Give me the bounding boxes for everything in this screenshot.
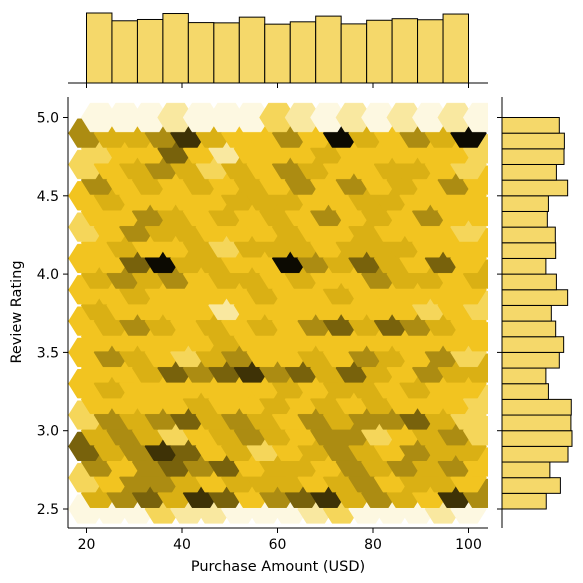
top-hist-bar [86,12,113,84]
right-hist-bar [501,430,573,447]
x-tick-label: 20 [78,537,96,553]
hex-bin [462,102,488,133]
right-hist-bar [501,367,547,385]
right-hist-bar [501,226,556,244]
right-hist-bar [501,117,560,134]
top-hist-bar [162,13,189,84]
top-hist-bar [187,22,215,84]
x-tick-label: 100 [455,537,482,553]
x-tick-label: 80 [364,537,382,553]
y-tick-label: 2.5 [37,502,59,518]
right-hist-bar [501,163,557,181]
right-hist-bar [501,289,569,306]
right-hist-bar [501,210,548,228]
top-hist-bar [315,15,342,84]
top-hist-bar [417,19,444,84]
top-hist-bar [289,21,317,84]
right-hist-bar [501,492,547,510]
right-hist-bar [501,195,549,212]
right-hist-bar [501,148,565,165]
right-hist-bar [501,398,572,416]
right-hist-bar [501,257,547,275]
right-hist-bar [501,461,551,479]
y-tick-label: 3.5 [37,345,59,361]
top-hist-bar [238,16,266,84]
right-hist-bar [501,304,552,322]
top-hist-bar [136,18,164,84]
y-axis-label: Review Rating [9,260,25,363]
top-hist-bar [340,23,368,84]
right-marginal-histogram [497,97,573,528]
right-hist-bar [501,320,557,338]
top-hist-bar [366,19,393,84]
top-hist-bar [442,13,470,84]
x-tick-label: 60 [269,537,287,553]
right-hist-bar [501,477,561,494]
hexbin-plot-area [68,102,488,524]
top-hist-bar [213,22,240,84]
x-axis-label: Purchase Amount (USD) [191,559,365,575]
y-tick-label: 5.0 [37,111,59,127]
y-tick-label: 3.0 [37,424,59,440]
right-hist-bar [501,383,549,400]
right-hist-bar [501,132,565,150]
right-hist-bar [501,242,557,259]
y-tick-label: 4.0 [37,267,59,283]
y-tick-label: 4.5 [37,189,59,205]
right-hist-bar [501,445,569,463]
top-marginal-histogram [68,12,488,88]
right-hist-bar [501,273,557,291]
y-axis-ticks: 2.5 3.0 3.5 4.0 4.5 5.0 [37,111,68,518]
top-hist-bar [391,18,419,84]
right-hist-bar [501,351,560,369]
right-hist-bar [501,179,569,197]
x-axis-ticks: 20 40 60 80 100 [78,528,482,553]
right-hist-bar [501,336,565,353]
top-hist-bar [264,23,291,84]
x-tick-label: 40 [173,537,191,553]
right-hist-bar [501,414,572,432]
top-hist-bar [111,20,138,84]
